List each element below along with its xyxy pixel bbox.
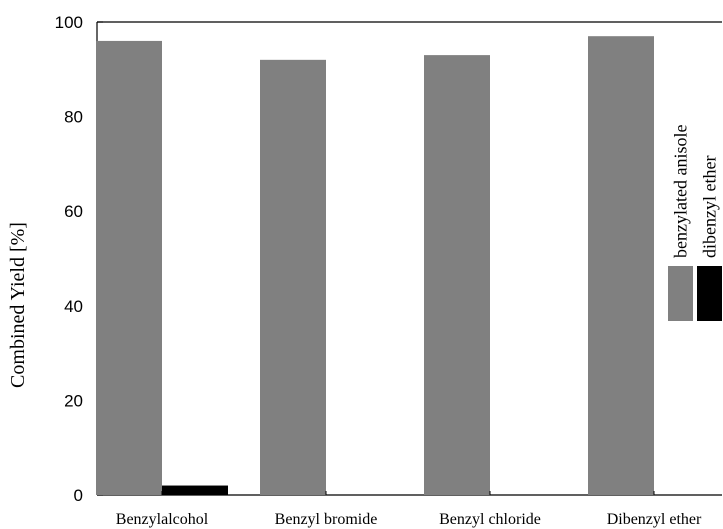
legend: benzylated anisole dibenzyl ether (668, 125, 722, 321)
bars (96, 36, 654, 496)
x-category-label: Dibenzyl ether (607, 511, 702, 528)
bar-dibenzyl-ether-0 (162, 485, 228, 495)
y-axis: 0 20 40 60 80 100 (55, 13, 103, 505)
y-axis-title: Combined Yield [%] (7, 222, 29, 388)
legend-label-1: dibenzyl ether (700, 156, 720, 258)
legend-swatch-0 (668, 266, 693, 321)
y-tick-label: 40 (64, 297, 83, 316)
x-category-label: Benzylalcohol (116, 511, 209, 528)
y-tick-label: 80 (64, 108, 83, 127)
y-tick-label: 60 (64, 202, 83, 221)
legend-swatch-1 (697, 266, 722, 321)
bar-benzylated-anisole-1 (260, 59, 326, 496)
y-tick-label: 100 (55, 13, 83, 32)
bar-benzylated-anisole-2 (424, 55, 490, 496)
y-tick-label: 0 (74, 486, 83, 505)
bar-benzylated-anisole-3 (588, 36, 654, 495)
legend-label-0: benzylated anisole (671, 125, 691, 258)
bar-benzylated-anisole-0 (96, 40, 162, 496)
x-category-label: Benzyl chloride (439, 511, 541, 528)
y-tick-label: 20 (64, 391, 83, 410)
x-axis: Benzylalcohol Benzyl bromide Benzyl chlori… (116, 491, 702, 528)
x-category-label: Benzyl bromide (275, 511, 378, 528)
